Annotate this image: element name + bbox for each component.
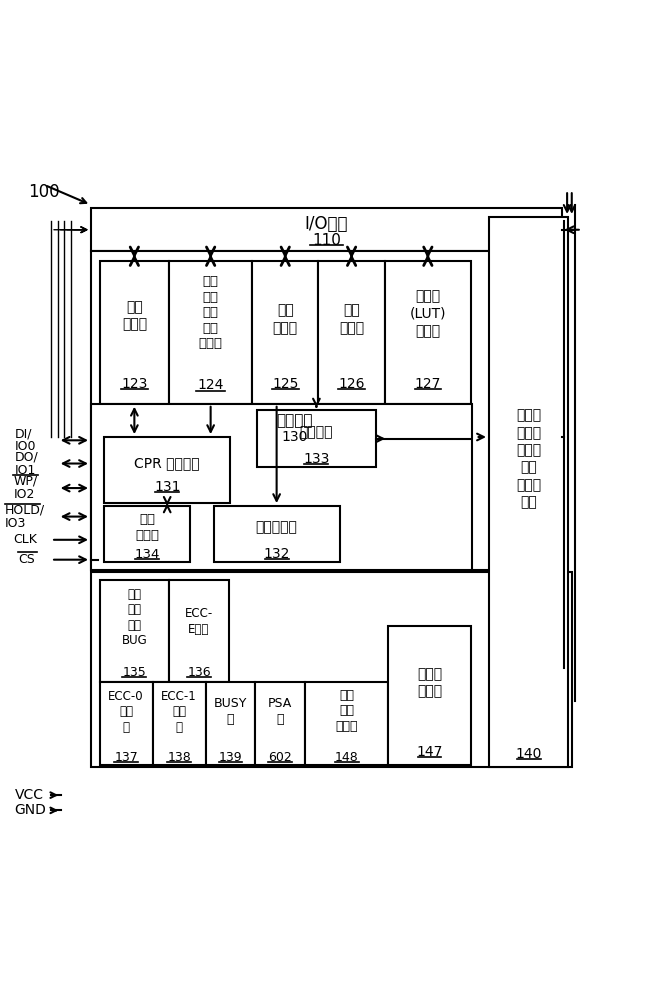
Text: 147: 147	[416, 745, 443, 759]
Bar	[255, 682, 305, 765]
Bar	[252, 261, 318, 404]
Bar	[104, 506, 190, 562]
Text: VCC: VCC	[15, 788, 44, 802]
Text: 139: 139	[218, 751, 242, 764]
Bar	[385, 261, 471, 404]
Text: 124: 124	[197, 378, 224, 392]
Text: BUSY
位: BUSY 位	[214, 697, 247, 726]
Text: 映射逻辑: 映射逻辑	[300, 425, 333, 439]
Text: PSA
位: PSA 位	[268, 697, 292, 726]
Bar	[206, 682, 255, 765]
Text: 查找表
(LUT)
暂存器: 查找表 (LUT) 暂存器	[410, 290, 446, 338]
Text: CLK: CLK	[13, 533, 37, 546]
Text: CPR 坏块逻辑: CPR 坏块逻辑	[135, 457, 200, 471]
Text: 电源
启动
检测器: 电源 启动 检测器	[336, 689, 358, 733]
Text: IO3: IO3	[5, 517, 26, 530]
Text: 126: 126	[338, 377, 365, 391]
Text: 指令
暂存器: 指令 暂存器	[272, 304, 298, 335]
Text: DO/: DO/	[15, 450, 39, 463]
Bar	[388, 626, 471, 765]
Text: WP/: WP/	[13, 475, 37, 488]
Bar	[91, 572, 571, 767]
Bar	[169, 580, 229, 682]
Text: I/O控制: I/O控制	[304, 215, 348, 233]
Text: 148: 148	[335, 751, 358, 764]
Text: 连续
页面
读取
地址
暂存器: 连续 页面 读取 地址 暂存器	[198, 275, 222, 350]
Text: 地址计数器: 地址计数器	[256, 521, 298, 535]
Text: 138: 138	[167, 751, 191, 764]
Text: 125: 125	[272, 377, 298, 391]
Text: CS: CS	[18, 553, 35, 566]
Bar	[91, 251, 562, 570]
Bar	[256, 410, 376, 467]
Bar	[153, 682, 206, 765]
Text: IO1: IO1	[15, 464, 36, 477]
Text: 110: 110	[312, 233, 341, 248]
Text: HOLD/: HOLD/	[5, 503, 45, 516]
Text: GND: GND	[15, 803, 47, 817]
Text: 140: 140	[515, 747, 542, 761]
Text: 131: 131	[154, 480, 180, 494]
Text: 137: 137	[114, 751, 138, 764]
Text: IO2: IO2	[13, 488, 35, 501]
Text: 134: 134	[135, 548, 160, 561]
Text: 缓冲
模式
旗标
BUG: 缓冲 模式 旗标 BUG	[121, 588, 147, 647]
Text: 100: 100	[28, 183, 59, 201]
Bar	[214, 506, 340, 562]
Text: ECC-0
状态
位: ECC-0 状态 位	[109, 690, 144, 734]
Text: DI/: DI/	[15, 427, 32, 440]
Bar	[318, 261, 385, 404]
Text: 坏块
暂存器: 坏块 暂存器	[135, 513, 159, 542]
Text: ECC-
E旗标: ECC- E旗标	[185, 607, 213, 636]
Text: 地址
暂存器: 地址 暂存器	[339, 304, 364, 335]
Text: 136: 136	[187, 666, 211, 679]
Text: 双平面
交错式
与非门
快闪
存储器
阵列: 双平面 交错式 与非门 快闪 存储器 阵列	[516, 409, 541, 509]
Text: IO0: IO0	[15, 440, 36, 453]
Bar	[91, 404, 472, 570]
Text: 135: 135	[123, 666, 147, 679]
Text: 状态
暂存器: 状态 暂存器	[122, 300, 147, 332]
Text: 高电压
产生器: 高电压 产生器	[417, 667, 442, 698]
Text: 控制逻辑: 控制逻辑	[276, 413, 313, 428]
Bar	[99, 261, 169, 404]
Bar	[305, 682, 388, 765]
Bar	[104, 437, 230, 503]
Text: 602: 602	[268, 751, 292, 764]
Bar	[99, 580, 169, 682]
Text: 123: 123	[121, 377, 148, 391]
Bar	[99, 682, 153, 765]
Text: 130: 130	[282, 430, 308, 444]
Text: 132: 132	[264, 547, 290, 561]
Text: 127: 127	[415, 377, 441, 391]
Bar	[91, 208, 562, 251]
Text: 133: 133	[303, 452, 330, 466]
Bar	[169, 261, 252, 404]
Text: ECC-1
状态
位: ECC-1 状态 位	[161, 690, 197, 734]
Bar	[489, 217, 569, 767]
